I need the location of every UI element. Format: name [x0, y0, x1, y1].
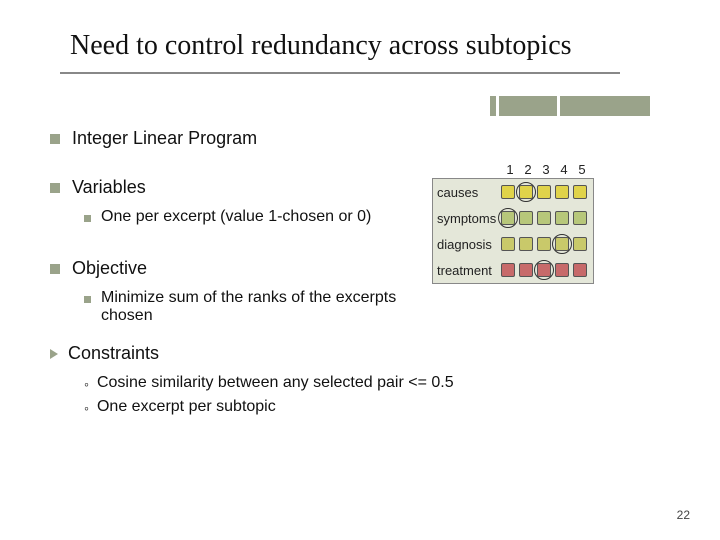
grid-cell [537, 211, 551, 225]
grid-cell [519, 263, 533, 277]
excerpt-grid-diagram: 12345 causessymptomsdiagnosistreatment [432, 178, 594, 284]
grid-row-label: treatment [433, 263, 501, 278]
grid-cell [501, 263, 515, 277]
grid-col-label: 1 [501, 162, 519, 177]
square-bullet-icon [50, 264, 60, 274]
grid-col-label: 5 [573, 162, 591, 177]
grid-col-label: 4 [555, 162, 573, 177]
grid-cell [573, 263, 587, 277]
grid-row: causes [433, 179, 593, 205]
grid-row: treatment [433, 257, 593, 283]
slide: Need to control redundancy across subtop… [0, 0, 720, 540]
bullet-ilp: Integer Linear Program [50, 128, 670, 149]
grid-cell [501, 185, 515, 199]
square-bullet-icon [50, 183, 60, 193]
bullet-constraints-sub1-text: Cosine similarity between any selected p… [97, 374, 454, 392]
grid-cell [573, 237, 587, 251]
selection-ring-icon [516, 182, 536, 202]
grid-cell [573, 185, 587, 199]
grid-cells [501, 185, 593, 199]
grid-row-label: causes [433, 185, 501, 200]
grid-cell [555, 185, 569, 199]
bullet-variables-sub-text: One per excerpt (value 1-chosen or 0) [101, 208, 371, 226]
bullet-constraints-text: Constraints [68, 343, 159, 364]
selection-ring-icon [498, 208, 518, 228]
bullet-objective-sub: Minimize sum of the ranks of the excerpt… [84, 289, 424, 325]
selection-ring-icon [552, 234, 572, 254]
circle-bullet-icon: ◦ [84, 376, 89, 392]
bullet-ilp-text: Integer Linear Program [72, 128, 257, 149]
grid-cell [501, 237, 515, 251]
accent-seg [499, 96, 557, 116]
grid-table: causes symptoms diagnosis treatment [432, 178, 594, 284]
title-underline [60, 72, 620, 74]
bullet-constraints-sub1: ◦ Cosine similarity between any selected… [84, 374, 644, 392]
bullet-variables-sub: One per excerpt (value 1-chosen or 0) [84, 208, 424, 226]
bullet-constraints: Constraints [50, 343, 670, 364]
arrow-bullet-icon [50, 349, 58, 359]
bullet-constraints-sub2: ◦ One excerpt per subtopic [84, 398, 644, 416]
grid-row-label: symptoms [433, 211, 501, 226]
bullet-objective-sub-text: Minimize sum of the ranks of the excerpt… [101, 289, 424, 325]
grid-cell [537, 185, 551, 199]
accent-bar [490, 96, 650, 116]
bullet-objective-text: Objective [72, 258, 147, 279]
bullet-constraints-sub2-text: One excerpt per subtopic [97, 398, 276, 416]
grid-column-headers: 12345 [501, 162, 591, 177]
grid-cell [555, 263, 569, 277]
accent-seg [490, 96, 496, 116]
accent-seg [560, 96, 650, 116]
grid-col-label: 2 [519, 162, 537, 177]
bullet-variables-text: Variables [72, 177, 146, 198]
grid-cells [501, 237, 593, 251]
square-bullet-icon [50, 134, 60, 144]
grid-cell [519, 237, 533, 251]
selection-ring-icon [534, 260, 554, 280]
grid-cell [555, 211, 569, 225]
grid-cell [519, 211, 533, 225]
square-bullet-small-icon [84, 215, 91, 222]
slide-title: Need to control redundancy across subtop… [70, 30, 690, 62]
grid-cell [537, 237, 551, 251]
grid-col-label: 3 [537, 162, 555, 177]
page-number: 22 [677, 508, 690, 522]
grid-row-label: diagnosis [433, 237, 501, 252]
square-bullet-small-icon [84, 296, 91, 303]
circle-bullet-icon: ◦ [84, 400, 89, 416]
grid-cell [573, 211, 587, 225]
